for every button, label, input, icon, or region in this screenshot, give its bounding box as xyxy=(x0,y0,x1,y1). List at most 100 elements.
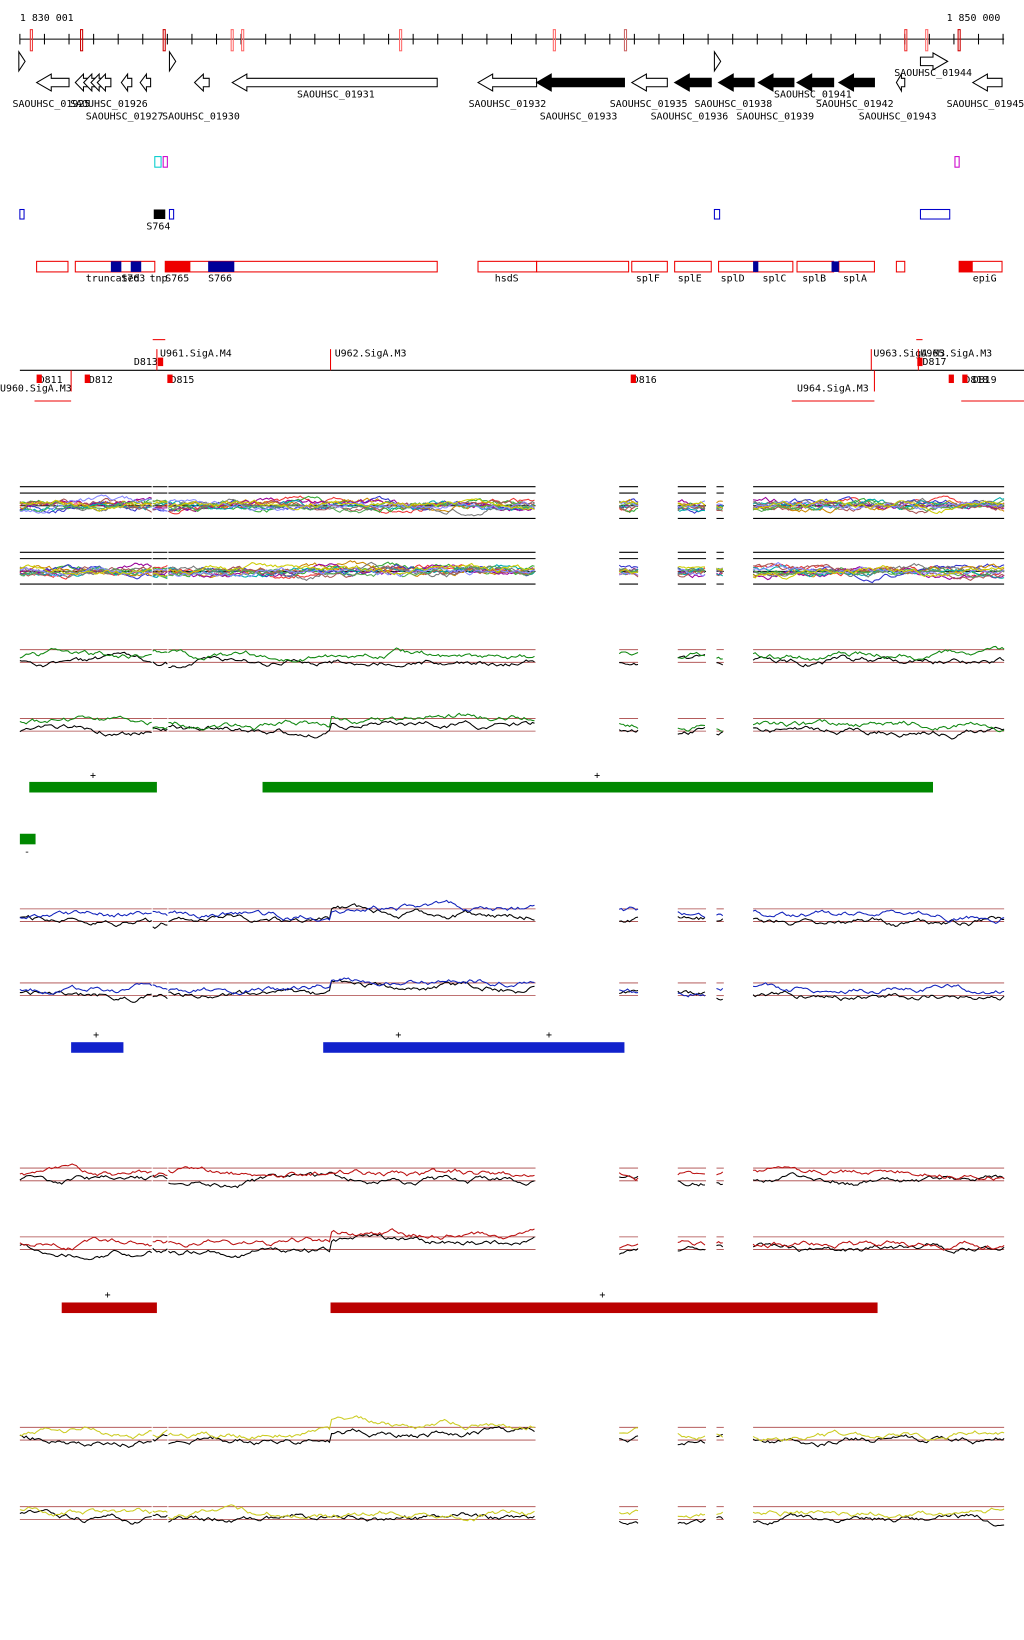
strand-bar xyxy=(330,1302,878,1314)
trace xyxy=(618,568,639,574)
trace xyxy=(19,724,152,737)
trace xyxy=(19,914,152,928)
trace xyxy=(716,987,724,991)
strand-label: + xyxy=(395,1030,401,1041)
gene-label: SAOUHSC_01926 xyxy=(70,99,148,110)
feature-block xyxy=(208,261,235,272)
feature-label: S766 xyxy=(208,273,232,284)
trace xyxy=(677,501,706,508)
trace xyxy=(752,990,1005,1002)
trace xyxy=(19,1243,152,1261)
gene-label: SAOUHSC_01925 xyxy=(13,99,91,110)
strand-bar xyxy=(29,781,157,793)
feature-box xyxy=(796,260,835,273)
ruler-marker xyxy=(399,29,403,52)
trace xyxy=(677,1245,706,1252)
trace xyxy=(19,501,152,512)
strand-bar xyxy=(19,833,36,845)
strand-label: + xyxy=(93,1030,99,1041)
feature-block xyxy=(165,261,191,272)
trace xyxy=(716,656,723,660)
trace xyxy=(168,498,535,517)
trace xyxy=(168,655,535,669)
trace xyxy=(677,992,706,998)
trace xyxy=(168,903,535,923)
trace xyxy=(618,729,639,733)
trace xyxy=(168,1425,535,1446)
feature-label: splB xyxy=(802,273,826,284)
segment-box xyxy=(167,374,173,384)
ruler-marker xyxy=(162,29,166,52)
trace xyxy=(19,1434,152,1449)
trace xyxy=(152,1247,168,1254)
feature-label: hsdS xyxy=(495,273,519,284)
trace xyxy=(753,725,1005,740)
trace xyxy=(677,1433,706,1441)
strand-label: + xyxy=(599,1290,605,1301)
gene-arrow xyxy=(96,72,112,93)
trace xyxy=(19,715,152,726)
trace xyxy=(752,909,1005,924)
feature-box xyxy=(674,260,712,273)
marker xyxy=(154,156,162,168)
gene-label: SAOUHSC_01930 xyxy=(162,112,240,123)
trace xyxy=(168,899,535,922)
trace xyxy=(19,982,153,995)
ruler-marker xyxy=(29,29,33,52)
feature-box xyxy=(36,260,69,273)
feature-box xyxy=(838,260,875,273)
gene-arrow xyxy=(168,50,177,73)
ruler-marker xyxy=(80,29,84,52)
trace xyxy=(19,565,152,577)
trace xyxy=(19,564,152,576)
trace xyxy=(752,561,1005,577)
strand-bar xyxy=(262,781,934,793)
trace xyxy=(168,1512,535,1523)
ruler-marker xyxy=(925,29,929,52)
marker xyxy=(919,208,951,220)
trace xyxy=(152,500,168,505)
trace xyxy=(168,1171,535,1189)
gene-arrow xyxy=(535,73,625,92)
segment-label: D817 xyxy=(923,357,947,368)
trace xyxy=(752,562,1005,578)
gene-arrow xyxy=(120,72,133,93)
gene-label: SAOUHSC_01943 xyxy=(859,112,937,123)
trace xyxy=(716,567,723,571)
ruler-marker xyxy=(241,29,245,52)
trace xyxy=(677,651,706,659)
segment-label: D812 xyxy=(89,375,113,386)
trace xyxy=(168,1233,535,1258)
trace xyxy=(677,568,706,577)
trace xyxy=(19,494,152,514)
segment-label: D811 xyxy=(39,375,63,386)
trace xyxy=(152,564,168,570)
trace xyxy=(716,503,723,506)
trace xyxy=(716,997,723,1001)
trace xyxy=(716,573,724,577)
trace xyxy=(716,505,724,509)
trace xyxy=(677,571,706,579)
trace xyxy=(152,922,168,929)
trace xyxy=(152,1429,168,1438)
trace xyxy=(168,565,535,578)
trace xyxy=(152,1510,168,1513)
feature-box xyxy=(718,260,755,273)
trace xyxy=(677,724,706,732)
trace xyxy=(753,1166,1005,1181)
trace xyxy=(752,718,1005,733)
trace xyxy=(619,500,639,505)
trace xyxy=(618,503,639,511)
trace xyxy=(19,1163,152,1177)
trace xyxy=(168,562,535,576)
trace xyxy=(618,568,639,578)
feature-box xyxy=(754,260,794,273)
gene-arrow xyxy=(193,72,210,93)
gene-label: SAOUHSC_01936 xyxy=(651,112,729,123)
trace xyxy=(152,726,168,732)
trace xyxy=(752,1512,1005,1527)
trace xyxy=(152,649,168,654)
strand-label: + xyxy=(105,1290,111,1301)
gene-label: SAOUHSC_01942 xyxy=(816,99,894,110)
trace xyxy=(152,1239,168,1244)
